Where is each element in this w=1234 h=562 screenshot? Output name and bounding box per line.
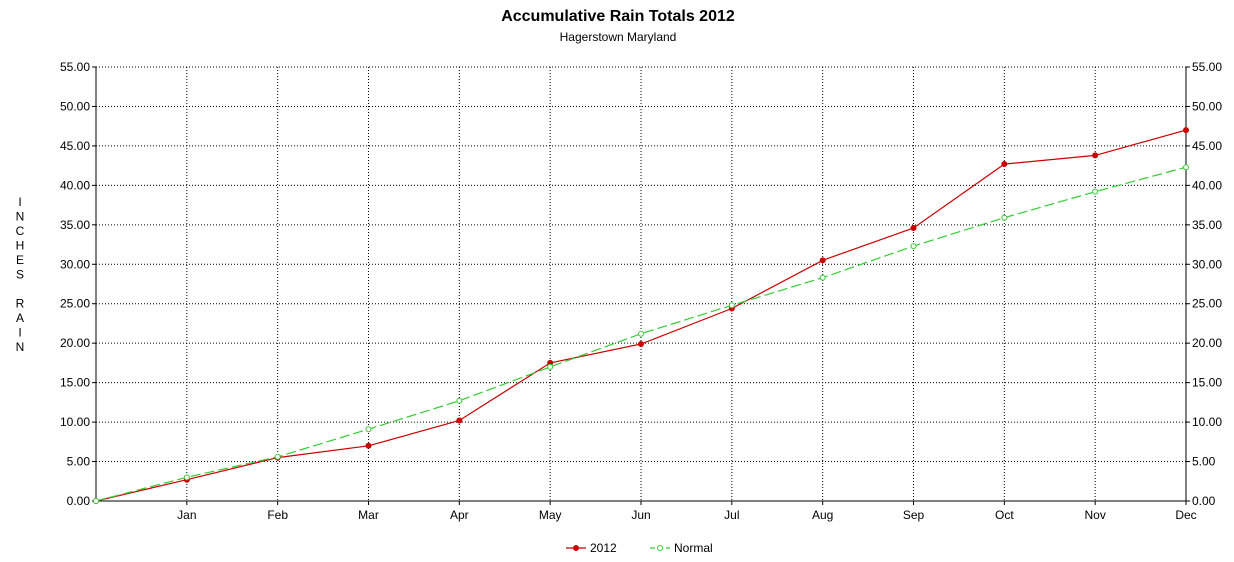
y-axis-label-char: S <box>16 268 24 282</box>
x-tick-label: May <box>539 508 562 522</box>
data-point <box>1001 161 1008 168</box>
y-axis-label-char: C <box>16 224 25 238</box>
y-tick-label-left: 0.00 <box>67 494 91 508</box>
data-point <box>1183 127 1189 134</box>
data-point <box>93 498 99 504</box>
y-tick-label-right: 50.00 <box>1192 99 1222 113</box>
y-axis-label-char: I <box>18 195 21 209</box>
x-tick-label: Nov <box>1084 508 1105 522</box>
chart-title: Accumulative Rain Totals 2012 <box>501 8 735 25</box>
data-point <box>819 257 826 264</box>
y-tick-label-right: 25.00 <box>1192 297 1222 311</box>
x-tick-label: Dec <box>1175 508 1196 522</box>
data-point <box>638 340 644 347</box>
y-tick-label-left: 55.00 <box>60 60 90 74</box>
y-tick-label-right: 55.00 <box>1192 60 1222 74</box>
data-point <box>1092 188 1099 195</box>
data-point <box>1183 164 1189 171</box>
data-point <box>819 274 826 281</box>
x-tick-label: Jun <box>631 508 650 522</box>
y-axis-label-char: N <box>16 210 25 224</box>
chart-subtitle: Hagerstown Maryland <box>560 30 677 44</box>
y-tick-label-right: 40.00 <box>1192 178 1222 192</box>
data-point <box>365 442 372 449</box>
y-tick-label-left: 25.00 <box>60 297 90 311</box>
y-tick-label-right: 45.00 <box>1192 139 1222 153</box>
y-tick-label-left: 20.00 <box>60 336 90 350</box>
legend-label-1: Normal <box>674 541 713 555</box>
y-axis-label-char: R <box>16 297 25 311</box>
data-point <box>1001 214 1008 221</box>
y-tick-label-left: 40.00 <box>60 178 90 192</box>
data-point <box>365 426 372 433</box>
data-point <box>274 453 281 460</box>
y-tick-label-right: 35.00 <box>1192 218 1222 232</box>
data-point <box>183 474 190 481</box>
legend-label-0: 2012 <box>590 541 617 555</box>
y-tick-label-left: 35.00 <box>60 218 90 232</box>
x-tick-label: Aug <box>812 508 833 522</box>
legend: 2012 Normal <box>566 541 713 555</box>
data-point <box>728 302 735 309</box>
y-tick-label-left: 30.00 <box>60 257 90 271</box>
axes: 0.00 0.00 5.00 5.00 10.00 10.00 15.00 15.00 20.0… <box>60 60 1222 522</box>
data-point <box>547 363 554 370</box>
data-point <box>1092 152 1099 159</box>
data-point <box>910 243 917 250</box>
x-tick-label: Apr <box>450 508 469 522</box>
x-tick-label: Jan <box>177 508 196 522</box>
y-axis-label-char: E <box>16 253 24 267</box>
y-tick-label-left: 50.00 <box>60 99 90 113</box>
y-axis-label-char: I <box>18 326 21 340</box>
y-tick-label-right: 0.00 <box>1192 494 1216 508</box>
y-tick-label-right: 30.00 <box>1192 257 1222 271</box>
data-point <box>456 397 463 404</box>
x-tick-label: Oct <box>995 508 1014 522</box>
series-group <box>93 127 1189 504</box>
y-tick-label-right: 5.00 <box>1192 455 1216 469</box>
gridlines <box>96 66 1186 501</box>
data-point <box>638 330 644 337</box>
x-tick-label: Mar <box>358 508 379 522</box>
legend-marker-0 <box>573 545 579 551</box>
legend-marker-1 <box>657 545 663 551</box>
x-tick-label: Jul <box>724 508 739 522</box>
y-tick-label-left: 10.00 <box>60 415 90 429</box>
y-tick-label-right: 20.00 <box>1192 336 1222 350</box>
data-point <box>456 417 463 424</box>
data-point <box>910 224 917 231</box>
y-tick-label-right: 10.00 <box>1192 415 1222 429</box>
y-tick-label-right: 15.00 <box>1192 376 1222 390</box>
y-tick-label-left: 45.00 <box>60 139 90 153</box>
y-axis-label-char: H <box>16 239 25 253</box>
y-tick-label-left: 15.00 <box>60 376 90 390</box>
x-tick-label: Sep <box>903 508 925 522</box>
y-axis-label-char: N <box>16 340 25 354</box>
y-axis-label-char: A <box>16 311 24 325</box>
y-tick-label-left: 5.00 <box>67 455 91 469</box>
x-tick-label: Feb <box>267 508 288 522</box>
